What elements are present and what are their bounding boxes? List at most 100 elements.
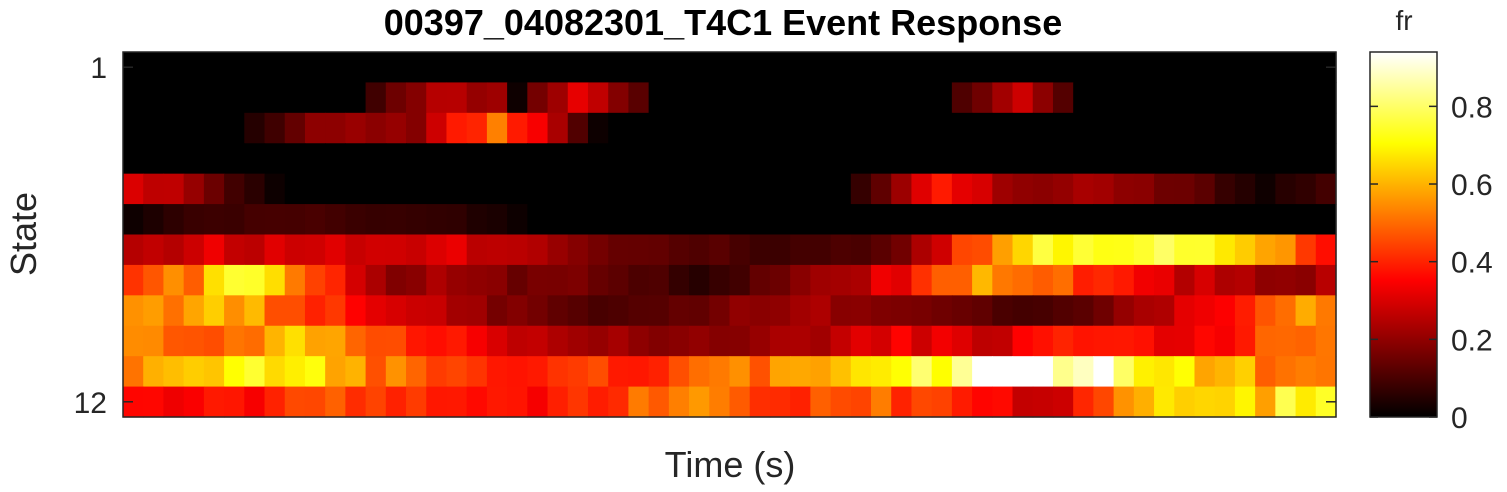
heatmap-cell — [951, 143, 973, 175]
heatmap-cell — [1255, 386, 1276, 418]
heatmap-cell — [466, 143, 488, 175]
heatmap-cell — [1275, 264, 1297, 296]
heatmap-cell — [284, 325, 306, 357]
heatmap-cell — [1133, 386, 1155, 418]
heatmap-cell — [790, 356, 811, 388]
heatmap-cell — [648, 82, 670, 114]
heatmap-cell — [163, 112, 185, 144]
heatmap-cell — [689, 204, 710, 236]
heatmap-cell — [527, 143, 549, 175]
heatmap-cell — [567, 143, 589, 175]
heatmap-cell — [1194, 234, 1216, 266]
heatmap-cell — [284, 143, 306, 175]
heatmap-cell — [1275, 295, 1297, 327]
heatmap-cell — [587, 173, 609, 205]
heatmap-cell — [224, 52, 245, 84]
heatmap-cell — [729, 82, 751, 114]
heatmap-cell — [587, 112, 609, 144]
heatmap-cell — [608, 112, 630, 144]
heatmap-cell — [143, 356, 165, 388]
heatmap-cell — [769, 356, 791, 388]
heatmap-cell — [304, 295, 326, 327]
heatmap-cell — [769, 173, 791, 205]
heatmap-cell — [304, 52, 326, 84]
heatmap-cell — [304, 386, 326, 418]
heatmap-cell — [183, 234, 205, 266]
heatmap-cell — [668, 82, 690, 114]
heatmap-cell — [871, 173, 892, 205]
heatmap-cell — [1194, 325, 1216, 357]
heatmap-cell — [1073, 264, 1094, 296]
heatmap-cell — [446, 82, 468, 114]
heatmap-cell — [1194, 173, 1216, 205]
heatmap-cell — [608, 204, 630, 236]
heatmap-cell — [507, 356, 528, 388]
heatmap-cell — [1052, 143, 1074, 175]
heatmap-cell — [446, 52, 468, 84]
heatmap-cell — [1214, 295, 1236, 327]
heatmap-cell — [850, 112, 872, 144]
heatmap-cell — [810, 295, 832, 327]
heatmap-cell — [668, 234, 690, 266]
heatmap-cell — [1255, 295, 1276, 327]
heatmap-cell — [224, 264, 245, 296]
heatmap-cell — [365, 143, 387, 175]
heatmap-cell — [264, 204, 286, 236]
heatmap-cell — [891, 173, 913, 205]
heatmap-cell — [769, 386, 791, 418]
heatmap-cell — [446, 173, 468, 205]
heatmap-cell — [163, 386, 185, 418]
heatmap-cell — [345, 82, 367, 114]
heatmap-cell — [1315, 82, 1337, 114]
heatmap-cell — [426, 112, 448, 144]
heatmap-cell — [1154, 204, 1175, 236]
heatmap-cell — [183, 143, 205, 175]
heatmap-cell — [709, 295, 731, 327]
heatmap-cell — [385, 204, 407, 236]
heatmap-cell — [486, 173, 508, 205]
heatmap-cell — [1012, 204, 1034, 236]
heatmap-cell — [1113, 52, 1135, 84]
heatmap-cell — [1093, 386, 1115, 418]
heatmap-cell — [1032, 234, 1054, 266]
heatmap-cell — [244, 143, 266, 175]
heatmap-cell — [183, 82, 205, 114]
heatmap-cell — [850, 386, 872, 418]
heatmap-cell — [466, 264, 488, 296]
chart-title: 00397_04082301_T4C1 Event Response — [384, 2, 1062, 43]
heatmap-cell — [507, 234, 528, 266]
heatmap-cell — [729, 52, 751, 84]
heatmap-cell — [1255, 204, 1276, 236]
colorbar — [1369, 51, 1438, 418]
heatmap-cell — [1133, 264, 1155, 296]
heatmap-cell — [1194, 82, 1216, 114]
heatmap-cell — [1275, 52, 1297, 84]
heatmap-cell — [810, 325, 832, 357]
heatmap-cell — [1214, 234, 1236, 266]
heatmap-cell — [304, 234, 326, 266]
heatmap-cell — [385, 52, 407, 84]
heatmap-cell — [426, 295, 448, 327]
heatmap-cell — [790, 295, 811, 327]
heatmap-cell — [1275, 204, 1297, 236]
heatmap-cell — [385, 82, 407, 114]
heatmap-cell — [972, 325, 993, 357]
heatmap-cell — [992, 325, 1014, 357]
heatmap-cell — [1174, 234, 1196, 266]
heatmap-cell — [567, 295, 589, 327]
colorbar-tick-label: 0.4 — [1451, 247, 1493, 280]
heatmap-cell — [911, 264, 933, 296]
heatmap-cell — [486, 264, 508, 296]
heatmap-cell — [810, 386, 832, 418]
heatmap-cell — [244, 173, 266, 205]
heatmap-cell — [628, 204, 650, 236]
heatmap-cell — [830, 234, 852, 266]
heatmap-cell — [183, 264, 205, 296]
heatmap-cell — [648, 295, 670, 327]
heatmap-cell — [244, 386, 266, 418]
heatmap-cell — [345, 325, 367, 357]
heatmap-cell — [486, 386, 508, 418]
heatmap-cell — [608, 356, 630, 388]
heatmap-cell — [1214, 82, 1236, 114]
